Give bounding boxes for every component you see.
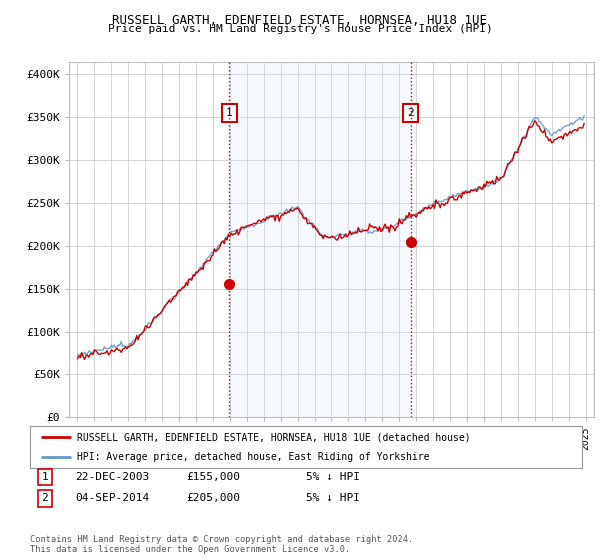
Text: RUSSELL GARTH, EDENFIELD ESTATE, HORNSEA, HU18 1UE: RUSSELL GARTH, EDENFIELD ESTATE, HORNSEA… [113,14,487,27]
Text: 1: 1 [41,472,49,482]
Text: Price paid vs. HM Land Registry's House Price Index (HPI): Price paid vs. HM Land Registry's House … [107,24,493,34]
Text: 1: 1 [226,108,233,118]
Text: 22-DEC-2003: 22-DEC-2003 [75,472,149,482]
Bar [229,62,410,417]
Text: £155,000: £155,000 [186,472,240,482]
Text: RUSSELL GARTH, EDENFIELD ESTATE, HORNSEA, HU18 1UE (detached house): RUSSELL GARTH, EDENFIELD ESTATE, HORNSEA… [77,432,470,442]
Text: 2: 2 [41,493,49,503]
Text: 2: 2 [407,108,414,118]
Text: HPI: Average price, detached house, East Riding of Yorkshire: HPI: Average price, detached house, East… [77,452,430,462]
Text: 5% ↓ HPI: 5% ↓ HPI [306,472,360,482]
Text: Contains HM Land Registry data © Crown copyright and database right 2024.
This d: Contains HM Land Registry data © Crown c… [30,535,413,554]
Text: £205,000: £205,000 [186,493,240,503]
Text: 04-SEP-2014: 04-SEP-2014 [75,493,149,503]
Text: 5% ↓ HPI: 5% ↓ HPI [306,493,360,503]
